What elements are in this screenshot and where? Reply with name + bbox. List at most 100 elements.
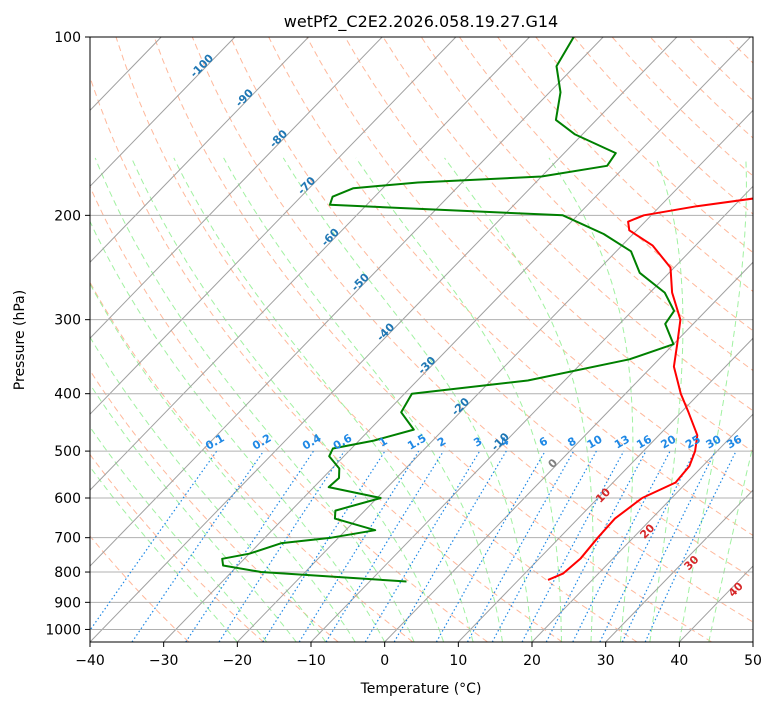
mixing-ratio-label: 16 [634, 432, 654, 451]
dry-adiabat [420, 37, 753, 372]
x-tick-label: −40 [75, 653, 105, 669]
dry-adiabat [306, 37, 753, 494]
y-tick-label: 800 [54, 565, 81, 581]
mixing-ratio-line [491, 450, 597, 642]
dry-adiabat [115, 37, 638, 642]
dry-adiabat [90, 535, 190, 642]
dry-adiabat [191, 37, 753, 623]
mixing-ratio-line [90, 450, 218, 632]
y-axis-title: Pressure (hPa) [12, 290, 28, 390]
moist-adiabat [131, 157, 445, 642]
moist-adiabat [678, 157, 747, 642]
y-tick-label: 1000 [45, 622, 81, 638]
isotherm-label: -100 [188, 51, 217, 80]
moist-adiabat [548, 157, 634, 642]
isotherm [457, 337, 753, 642]
dewpoint-line [221, 37, 676, 583]
dry-adiabat [90, 453, 264, 642]
isotherm-label: -50 [349, 270, 372, 293]
dry-adiabat [90, 369, 339, 642]
profiles [221, 37, 753, 583]
mixing-ratio-line [262, 450, 386, 642]
y-tick-label: 300 [54, 313, 81, 329]
mixing-ratio-line [545, 450, 647, 642]
moist-adiabat [708, 443, 753, 642]
x-tick-label: −20 [223, 653, 253, 669]
isotherm-label: -30 [415, 354, 438, 377]
isotherm [90, 37, 530, 491]
temperature-line [547, 197, 753, 581]
isotherm-label: -90 [233, 86, 256, 109]
isotherm [90, 37, 457, 415]
mixing-ratio-label: 1.5 [405, 432, 428, 453]
mixing-ratio-label: 8 [565, 435, 578, 450]
isotherm [236, 109, 753, 642]
isotherm [90, 37, 236, 188]
mixing-ratio-label: 25 [683, 433, 703, 452]
moist-adiabat [173, 157, 474, 642]
y-tick-label: 400 [54, 387, 81, 403]
isotherm-label: -40 [374, 320, 397, 343]
isotherm [531, 413, 753, 642]
mixing-ratio-line [364, 450, 481, 642]
y-tick-label: 700 [54, 531, 81, 547]
moist-adiabat [355, 157, 562, 642]
moist-adiabat [94, 157, 415, 642]
dry-adiabat [497, 37, 753, 293]
x-tick-label: 10 [449, 653, 467, 669]
isotherm-label: -70 [295, 174, 318, 197]
dry-adiabat [765, 37, 775, 642]
mixing-ratio-line [325, 450, 445, 642]
mixing-ratio-line [572, 450, 671, 642]
mixing-ratio-label: 30 [704, 432, 724, 451]
isotherm [605, 489, 753, 642]
isotherm [90, 37, 604, 567]
x-tick-label: 30 [597, 653, 615, 669]
dry-adiabat [458, 37, 753, 332]
dry-adiabat [535, 37, 753, 254]
x-tick-label: 50 [744, 653, 762, 669]
isotherm [163, 37, 751, 642]
y-tick-label: 100 [54, 30, 81, 46]
dry-adiabat [649, 37, 753, 139]
dry-adiabat [688, 37, 753, 102]
isotherm [90, 37, 678, 642]
mixing-ratio-line [435, 450, 546, 642]
moist-adiabat-label: 10 [593, 485, 613, 505]
mixing-ratio-line [185, 450, 314, 642]
chart-title: wetPf2_C2E2.2026.058.19.27.G14 [284, 12, 558, 32]
x-tick-label: 0 [380, 653, 389, 669]
isotherm [384, 261, 753, 642]
isotherm-label: -80 [267, 127, 290, 150]
isotherm [90, 37, 383, 339]
grid-lines [90, 37, 775, 642]
moist-adiabat [282, 157, 533, 642]
moist-adiabat-label: 30 [682, 553, 702, 573]
moist-adiabat [444, 157, 594, 642]
moist-adiabat [90, 383, 297, 642]
isotherm-label: -10 [489, 430, 512, 453]
mixing-ratio-label: 0.4 [300, 431, 324, 452]
isotherm [310, 185, 753, 642]
mixing-ratio-line [644, 450, 737, 642]
mixing-ratio-line [218, 450, 345, 642]
dry-adiabat [726, 37, 753, 64]
x-tick-label: 20 [523, 653, 541, 669]
moist-adiabat-label: 40 [726, 579, 746, 599]
x-tick-label: −10 [296, 653, 326, 669]
moist-adiabat [90, 336, 327, 642]
mixing-ratio-line [521, 450, 625, 642]
moist-adiabat [223, 157, 503, 642]
x-tick-label: −30 [149, 653, 179, 669]
mixing-ratio-label: 10 [585, 432, 605, 451]
isotherm-label: -60 [319, 226, 342, 249]
mixing-ratio-line [599, 450, 696, 642]
mixing-ratio-line [621, 450, 716, 642]
dry-adiabat [90, 281, 414, 642]
mixing-ratio-label: 36 [724, 432, 744, 451]
y-tick-label: 200 [54, 208, 81, 224]
y-tick-label: 900 [54, 595, 81, 611]
axis-ticks: −40 −30 −20 −10 0 10 20 30 40 5010020030040050060… [45, 30, 762, 669]
dry-adiabat [90, 75, 563, 642]
